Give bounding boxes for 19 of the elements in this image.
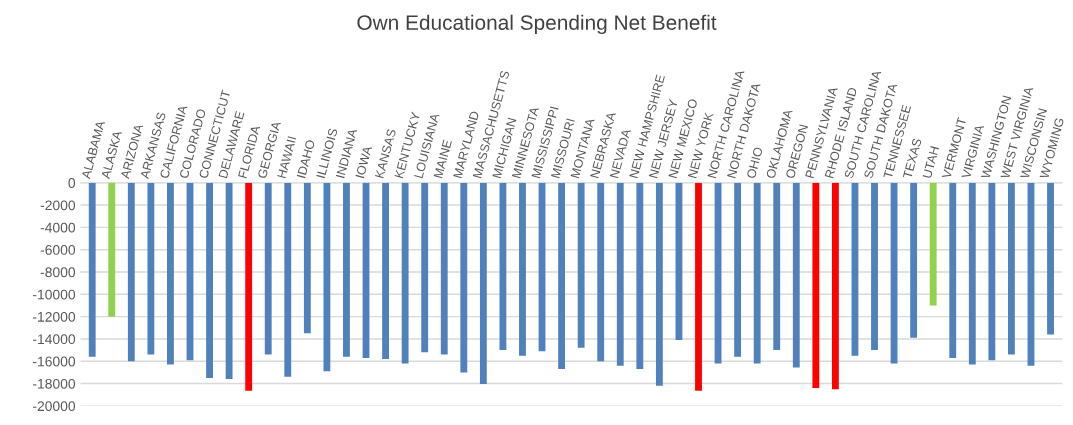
y-tick-label: -4000 xyxy=(40,222,76,233)
y-tick-label: -12000 xyxy=(32,311,76,322)
y-tick-label: 0 xyxy=(68,178,76,188)
y-tick-label: -16000 xyxy=(32,356,76,367)
x-tick-label: IOWA xyxy=(355,145,373,179)
y-tick-label: -8000 xyxy=(40,267,76,278)
y-tick-label: -10000 xyxy=(32,289,76,300)
chart-title: Own Educational Spending Net Benefit xyxy=(357,14,717,35)
x-tick-label: INDIANA xyxy=(335,128,358,179)
y-tick-label: -20000 xyxy=(32,401,76,412)
x-tick-label: IDAHO xyxy=(296,139,316,179)
x-tick-label: OHIO xyxy=(746,146,763,179)
y-tick-label: -14000 xyxy=(32,334,76,345)
x-tick-label: ILLINOIS xyxy=(316,127,338,179)
x-tick-label: KANSAS xyxy=(374,128,397,179)
y-tick-label: -2000 xyxy=(40,200,76,211)
x-tick-label: UTAH xyxy=(922,146,940,179)
y-tick-label: -18000 xyxy=(32,378,76,389)
y-tick-label: -6000 xyxy=(40,245,76,255)
